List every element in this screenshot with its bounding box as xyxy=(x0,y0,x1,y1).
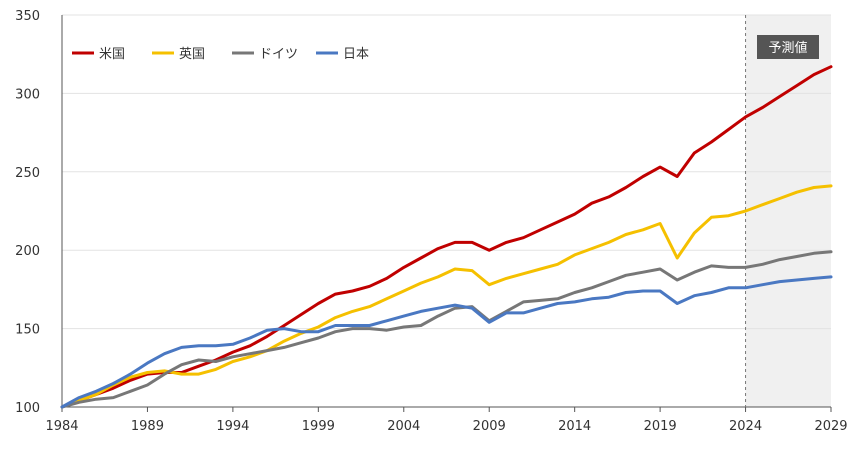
series-lines xyxy=(60,65,833,409)
series-line-米国 xyxy=(60,65,833,409)
y-axis: 100 150 200 250 300 350 xyxy=(15,9,40,416)
legend: 米国 英国 ドイツ 日本 xyxy=(72,47,369,62)
forecast-region xyxy=(745,15,831,407)
y-tick-label: 250 xyxy=(15,166,40,181)
x-tick-label: 2014 xyxy=(558,419,591,434)
series-line-ドイツ xyxy=(60,250,833,409)
legend-label: 英国 xyxy=(179,47,205,62)
y-tick-label: 200 xyxy=(15,244,40,259)
x-tick-label: 2004 xyxy=(387,419,420,434)
x-tick-label: 1999 xyxy=(302,419,335,434)
legend-label: 米国 xyxy=(99,47,125,62)
y-tick-label: 300 xyxy=(15,87,40,102)
y-tick-label: 150 xyxy=(15,323,40,338)
grid-lines xyxy=(61,14,831,408)
x-tick-label: 2024 xyxy=(729,419,762,434)
series-line-英国 xyxy=(60,184,833,409)
forecast-badge: 予測値 xyxy=(757,35,819,59)
x-axis: 1984 1989 1994 1999 2004 2009 2014 2019 2024 2029 xyxy=(45,407,848,434)
x-tick-label: 2029 xyxy=(814,419,847,434)
x-tick-label: 2019 xyxy=(644,419,677,434)
x-tick-label: 1994 xyxy=(216,419,249,434)
x-tick-label: 1984 xyxy=(45,419,78,434)
forecast-badge-label: 予測値 xyxy=(768,40,807,56)
y-tick-label: 350 xyxy=(15,9,40,24)
x-tick-label: 1989 xyxy=(131,419,164,434)
legend-label: ドイツ xyxy=(259,47,298,62)
legend-label: 日本 xyxy=(343,47,369,62)
y-tick-label: 100 xyxy=(15,401,40,416)
x-tick-label: 2009 xyxy=(473,419,506,434)
series-line-日本 xyxy=(60,275,833,409)
forecast-badge-bg xyxy=(757,35,819,59)
